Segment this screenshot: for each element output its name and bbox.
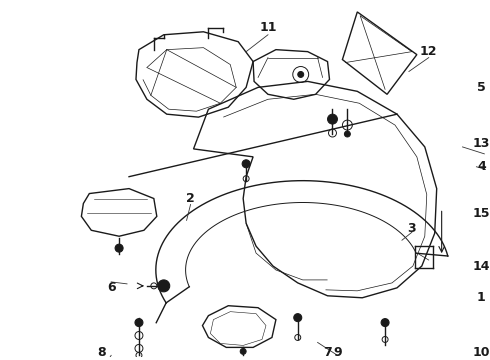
Circle shape [381,319,389,327]
Text: 1: 1 [477,291,486,304]
Circle shape [135,319,143,327]
Circle shape [242,160,250,168]
Circle shape [344,131,350,137]
Text: 9: 9 [333,346,342,359]
Text: 11: 11 [259,21,277,34]
Text: 7: 7 [323,346,332,359]
Circle shape [115,244,123,252]
Circle shape [298,72,304,77]
Text: 3: 3 [408,222,416,235]
Text: 6: 6 [107,282,116,294]
Text: 5: 5 [477,81,486,94]
Circle shape [327,114,338,124]
Circle shape [158,280,170,292]
Text: 2: 2 [186,192,195,205]
Text: 15: 15 [473,207,490,220]
Circle shape [294,314,302,321]
Text: 14: 14 [473,260,490,273]
Text: 4: 4 [477,160,486,173]
Text: 10: 10 [473,346,490,359]
Text: 13: 13 [473,138,490,150]
Text: 8: 8 [97,346,105,359]
Text: 12: 12 [420,45,438,58]
Circle shape [240,348,246,354]
